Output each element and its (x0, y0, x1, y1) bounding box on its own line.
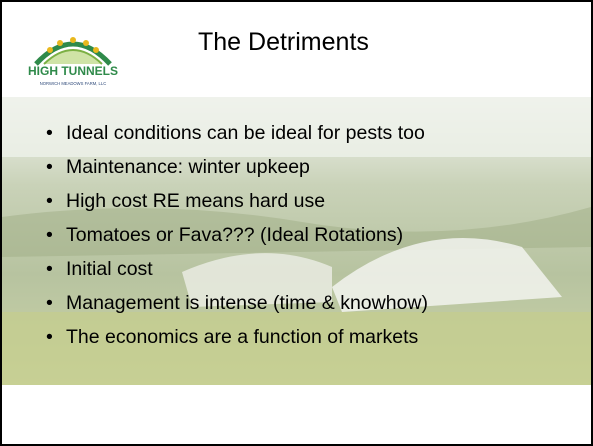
logo-name: HIGH TUNNELS (28, 64, 118, 78)
logo-subtitle: NORWICH MEADOWS FARM, LLC (40, 81, 106, 86)
bullet-item: The economics are a function of markets (42, 320, 428, 354)
bullet-item: Tomatoes or Fava??? (Ideal Rotations) (42, 218, 428, 252)
logo: HIGH TUNNELS NORWICH MEADOWS FARM, LLC (28, 24, 118, 94)
bullet-list: Ideal conditions can be ideal for pests … (42, 116, 428, 354)
bullet-item: High cost RE means hard use (42, 184, 428, 218)
slide-title: The Detriments (198, 28, 369, 57)
bullet-item: Maintenance: winter upkeep (42, 150, 428, 184)
bullet-item: Ideal conditions can be ideal for pests … (42, 116, 428, 150)
bullet-item: Management is intense (time & knowhow) (42, 286, 428, 320)
slide: HIGH TUNNELS NORWICH MEADOWS FARM, LLC T… (0, 0, 593, 446)
bullet-item: Initial cost (42, 252, 428, 286)
